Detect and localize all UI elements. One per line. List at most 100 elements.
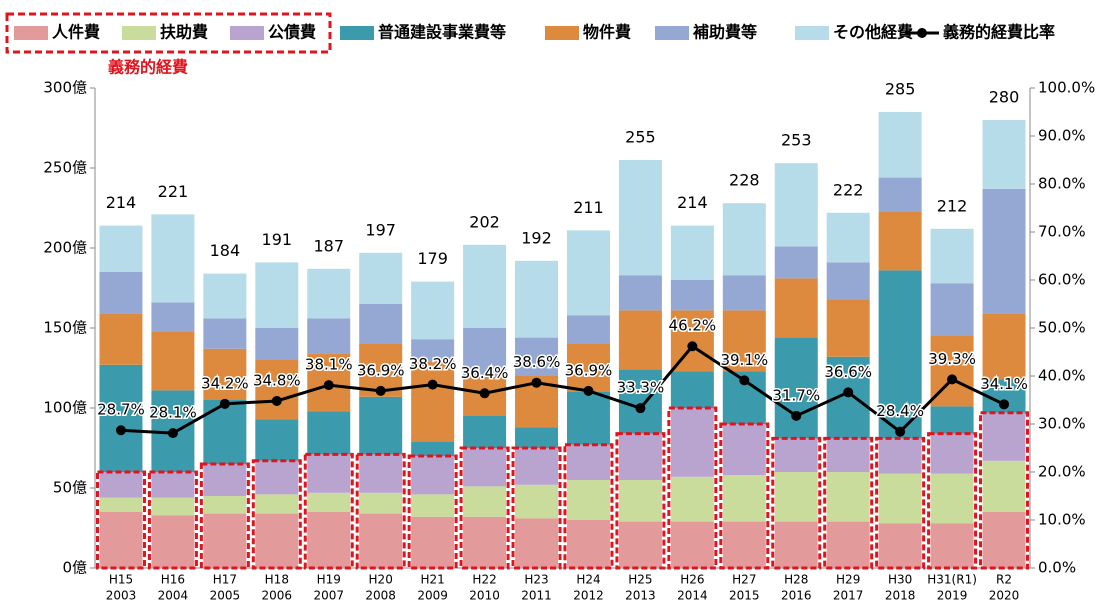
y-tick-label: 300億 [43, 79, 87, 97]
x-tick-label: 2014 [677, 589, 708, 603]
x-tick-label: H20 [369, 573, 393, 587]
ratio-point [791, 410, 802, 421]
bar-segment [722, 275, 766, 311]
bar-segment [774, 278, 818, 338]
x-tick-label: 2015 [729, 589, 760, 603]
bar-segment [307, 492, 351, 512]
bar-segment [566, 344, 610, 392]
bar-segment [982, 120, 1026, 189]
obligatory-box [771, 436, 822, 570]
obligatory-box [407, 454, 458, 570]
ratio-label: 38.6% [513, 353, 561, 371]
legend-swatch [14, 26, 48, 40]
obligatory-box [251, 459, 302, 570]
bar-segment [463, 448, 507, 487]
bar-segment [826, 212, 870, 263]
obligatory-box [147, 470, 198, 570]
bar-segment [411, 339, 455, 362]
bar-segment [203, 496, 247, 514]
bar-segment [255, 513, 299, 568]
bar-segment [255, 328, 299, 360]
y2-tick-label: 100.0% [1038, 79, 1095, 97]
bar-segment [618, 369, 662, 434]
ratio-label: 36.4% [461, 364, 509, 382]
bar-segment [99, 512, 143, 568]
legend-swatch [122, 26, 156, 40]
bar-segment [878, 112, 922, 178]
bar-segment [255, 460, 299, 495]
x-tick-label: 2006 [262, 589, 293, 603]
bar-segment [515, 518, 559, 568]
bar-segment [826, 299, 870, 357]
legend-swatch [545, 26, 579, 40]
bar-segment [618, 521, 662, 568]
obligatory-box [303, 452, 354, 570]
ratio-point [687, 341, 698, 352]
obligatory-box [563, 443, 614, 570]
bar-segment [566, 392, 610, 445]
ratio-label: 36.9% [357, 361, 405, 379]
x-tick-label: 2009 [417, 589, 448, 603]
bar-segment [878, 211, 922, 271]
bar-segment [982, 412, 1026, 461]
bar-segment [463, 416, 507, 448]
ratio-point [375, 385, 386, 396]
bar-segment [618, 433, 662, 480]
bar-segment [826, 438, 870, 472]
obligatory-box [875, 436, 926, 570]
bar-segment [566, 444, 610, 480]
bar-segment [99, 364, 143, 472]
y2-tick-label: 20.0% [1038, 463, 1086, 481]
bar-segment [826, 521, 870, 568]
ratio-label: 28.1% [149, 404, 197, 422]
x-tick-label: 2004 [158, 589, 189, 603]
obligatory-box [459, 446, 510, 570]
total-label: 211 [573, 198, 604, 217]
bar-segment [307, 318, 351, 354]
legend-label: 扶助費 [160, 23, 208, 42]
bar-segment [930, 228, 974, 284]
bar-segment [618, 275, 662, 311]
bar-segment [463, 516, 507, 568]
bar-segment [930, 433, 974, 474]
ratio-label: 34.8% [253, 371, 301, 389]
bar-segment [359, 396, 403, 455]
x-tick-label: H27 [732, 573, 756, 587]
bar-segment [826, 262, 870, 300]
ratio-point [427, 379, 438, 390]
total-label: 214 [677, 193, 708, 212]
bar-segment [878, 177, 922, 212]
x-tick-label: H26 [680, 573, 704, 587]
x-tick-label: H30 [888, 573, 912, 587]
bar-segment [255, 360, 299, 420]
ratio-label: 34.2% [201, 374, 249, 392]
bar-segment [203, 348, 247, 400]
bar-segment [307, 454, 351, 493]
ratio-point [999, 399, 1010, 410]
ratio-point [219, 398, 230, 409]
bar-segment [411, 281, 455, 340]
ratio-point [479, 388, 490, 399]
bar-segment [203, 464, 247, 496]
bar-segment [463, 328, 507, 376]
bar-segment [359, 492, 403, 514]
x-tick-label: H23 [524, 573, 548, 587]
x-tick-label: 2011 [521, 589, 552, 603]
obligatory-box [719, 422, 770, 570]
bar-segment [411, 456, 455, 495]
bar-segment [515, 448, 559, 485]
x-tick-label: 2005 [210, 589, 241, 603]
x-tick-label: H31(R1) [927, 573, 977, 587]
legend-label: 人件費 [52, 23, 100, 42]
bar-segment [151, 497, 195, 516]
total-label: 197 [365, 220, 396, 239]
y-tick-label: 100億 [43, 399, 87, 417]
bar-segment [203, 318, 247, 349]
bar-segment [411, 441, 455, 456]
bar-segment [722, 475, 766, 522]
legend-swatch [340, 26, 374, 40]
total-label: 187 [313, 236, 344, 255]
legend-swatch [655, 26, 689, 40]
y-tick-label: 250億 [43, 159, 87, 177]
